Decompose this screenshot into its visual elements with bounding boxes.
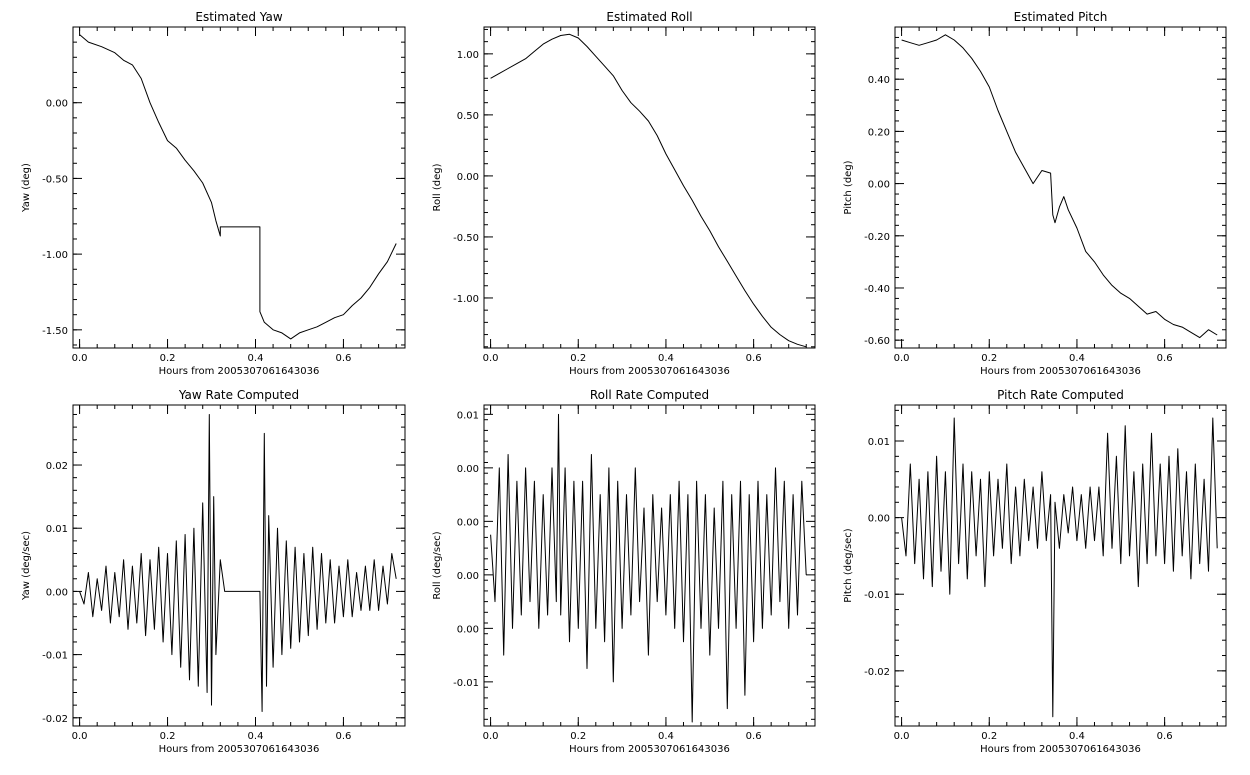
y-tick-label: -1.00 <box>42 250 68 261</box>
x-tick-label: 0.4 <box>248 731 264 742</box>
x-tick-label: 0.4 <box>1069 353 1085 364</box>
chart-panel: 0.0 0.2 0.4 0.6 0.02 0.01 0.00 -0.01 -0.02 Yaw Ra… <box>21 388 406 755</box>
y-tick-label: 0.00 <box>457 571 479 582</box>
series-line <box>490 413 807 723</box>
y-tick-label: 0.40 <box>868 75 890 86</box>
chart-panel: 0.0 0.2 0.4 0.6 0.01 0.00 0.00 0.00 0.00 -0.01 Rol… <box>432 388 816 755</box>
x-tick-label: 0.6 <box>1157 353 1173 364</box>
y-tick-label: 0.50 <box>457 111 479 122</box>
x-tick-label: 0.6 <box>335 353 351 364</box>
series-line <box>901 34 1218 339</box>
plot-frame <box>894 404 1227 727</box>
x-tick-label: 0.4 <box>658 353 674 364</box>
x-tick-label: 0.4 <box>1069 731 1085 742</box>
y-axis-label: Roll (deg) <box>432 163 443 211</box>
y-tick-label: 0.00 <box>46 99 68 110</box>
chart-title: Yaw Rate Computed <box>178 388 299 402</box>
series-line <box>79 414 397 712</box>
x-tick-label: 0.0 <box>894 731 910 742</box>
y-tick-label: 0.00 <box>457 624 479 635</box>
x-tick-label: 0.0 <box>483 731 499 742</box>
x-axis-label: Hours from 2005307061643036 <box>159 744 320 755</box>
y-tick-label: 0.20 <box>868 127 890 138</box>
y-tick-label: -0.50 <box>42 174 68 185</box>
x-tick-label: 0.6 <box>1157 731 1173 742</box>
y-tick-label: 0.01 <box>46 524 68 535</box>
y-tick-label: 0.02 <box>46 461 68 472</box>
y-axis-label: Yaw (deg) <box>21 163 32 213</box>
plot-frame <box>483 404 816 727</box>
y-tick-label: -0.20 <box>864 232 890 243</box>
chart-panel: 0.0 0.2 0.4 0.6 0.01 0.00 -0.01 -0.02 Pitch Rate… <box>843 388 1227 755</box>
y-tick-label: -0.50 <box>453 233 479 244</box>
x-tick-label: 0.2 <box>160 731 176 742</box>
plot-frame <box>894 26 1227 349</box>
chart-panel: 0.0 0.2 0.4 0.6 1.00 0.50 0.00 -0.50 -1.00 Estima… <box>432 10 816 377</box>
x-tick-label: 0.0 <box>894 353 910 364</box>
series-line <box>79 34 397 340</box>
x-tick-label: 0.6 <box>746 731 762 742</box>
chart-title: Estimated Roll <box>606 10 692 24</box>
x-tick-label: 0.2 <box>981 731 997 742</box>
y-tick-label: 0.00 <box>457 517 479 528</box>
x-tick-label: 0.6 <box>746 353 762 364</box>
y-tick-label: -0.02 <box>864 667 890 678</box>
x-axis-label: Hours from 2005307061643036 <box>159 366 320 377</box>
x-tick-label: 0.6 <box>335 731 351 742</box>
plot-frame <box>72 26 406 349</box>
y-tick-label: -0.01 <box>42 651 68 662</box>
y-tick-label: -1.00 <box>453 294 479 305</box>
chart-title: Roll Rate Computed <box>590 388 709 402</box>
series-line <box>490 33 807 348</box>
chart-panel: 0.0 0.2 0.4 0.6 0.00 -0.50 -1.00 -1.50 Estimated… <box>21 10 406 377</box>
x-tick-label: 0.4 <box>248 353 264 364</box>
y-tick-label: -0.02 <box>42 714 68 725</box>
y-tick-label: 0.01 <box>868 437 890 448</box>
x-axis-label: Hours from 2005307061643036 <box>980 366 1141 377</box>
y-axis-label: Pitch (deg/sec) <box>843 528 854 603</box>
y-axis-label: Roll (deg/sec) <box>432 531 443 599</box>
x-axis-label: Hours from 2005307061643036 <box>980 744 1141 755</box>
y-tick-label: 0.00 <box>457 464 479 475</box>
x-axis-label: Hours from 2005307061643036 <box>569 366 730 377</box>
y-tick-label: 0.00 <box>868 514 890 525</box>
plot-frame <box>483 26 816 349</box>
x-tick-label: 0.2 <box>570 353 586 364</box>
chart-title: Pitch Rate Computed <box>997 388 1124 402</box>
y-tick-label: -0.01 <box>864 590 890 601</box>
y-tick-label: -0.60 <box>864 336 890 347</box>
y-tick-label: -1.50 <box>42 326 68 337</box>
chart-panel: 0.0 0.2 0.4 0.6 0.40 0.20 0.00 -0.20 -0.40 -0.60 E… <box>843 10 1227 377</box>
series-line <box>901 417 1218 718</box>
x-tick-label: 0.0 <box>483 353 499 364</box>
x-tick-label: 0.2 <box>981 353 997 364</box>
y-tick-label: 0.00 <box>457 172 479 183</box>
x-tick-label: 0.2 <box>160 353 176 364</box>
x-axis-label: Hours from 2005307061643036 <box>569 744 730 755</box>
chart-title: Estimated Pitch <box>1014 10 1108 24</box>
y-axis-label: Pitch (deg) <box>843 160 854 214</box>
y-axis-label: Yaw (deg/sec) <box>21 531 32 601</box>
y-tick-label: 0.00 <box>46 587 68 598</box>
y-tick-label: 1.00 <box>457 50 479 61</box>
x-tick-label: 0.2 <box>570 731 586 742</box>
x-tick-label: 0.0 <box>72 353 88 364</box>
x-tick-label: 0.4 <box>658 731 674 742</box>
y-tick-label: -0.40 <box>864 284 890 295</box>
y-tick-label: -0.01 <box>453 678 479 689</box>
chart-title: Estimated Yaw <box>195 10 282 24</box>
y-tick-label: 0.01 <box>457 410 479 421</box>
y-tick-label: 0.00 <box>868 180 890 191</box>
x-tick-label: 0.0 <box>72 731 88 742</box>
plot-frame <box>72 404 406 727</box>
